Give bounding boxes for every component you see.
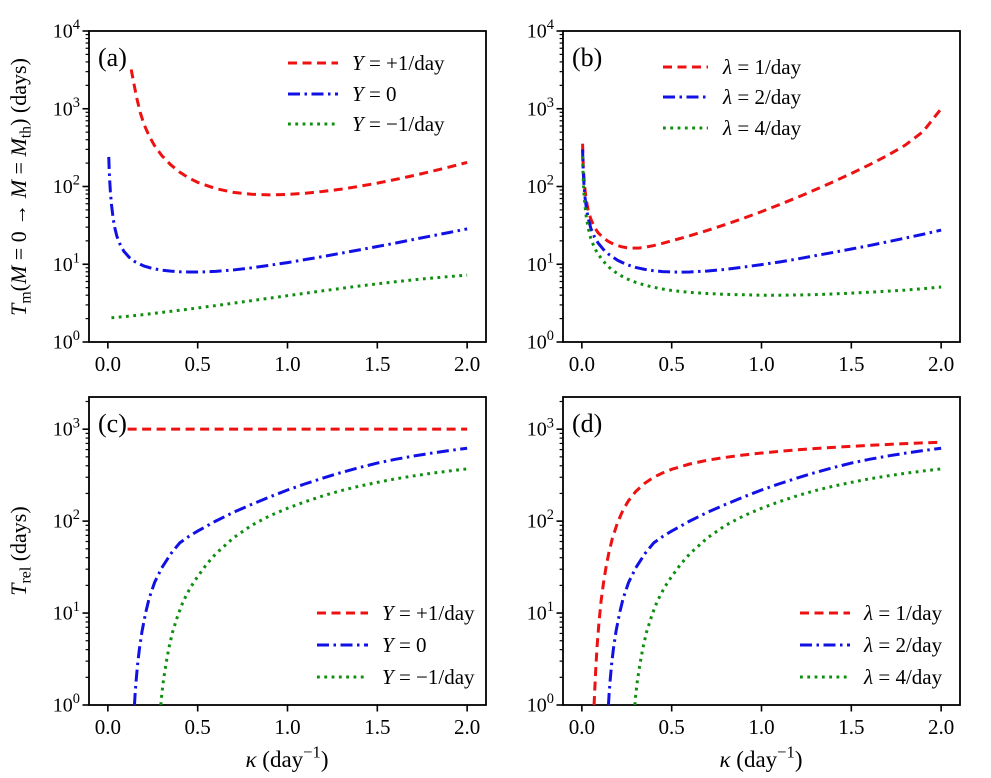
- x-tick-label: 1.5: [838, 352, 864, 376]
- x-tick-label: 0.5: [659, 352, 685, 376]
- legend-label: Y = +1/day: [352, 51, 445, 75]
- curve-a-2: [107, 156, 468, 274]
- x-tick-label: 2.0: [454, 715, 480, 739]
- x-tick-label: 1.0: [748, 715, 774, 739]
- panel-letter-a: (a): [98, 43, 127, 72]
- curve-c-2: [132, 446, 468, 705]
- y-tick-label: 100: [53, 691, 80, 716]
- y-tick-label: 103: [53, 415, 80, 440]
- x-tick-label: 0.5: [185, 715, 211, 739]
- panel-a: 100 101 102 103 104 0.0 0.5 1.0 1.5 2.0 Y = +1/day…: [6, 17, 487, 376]
- x-tick-label: 1.0: [274, 715, 300, 739]
- legend-label: λ = 1/day: [863, 601, 943, 625]
- x-tick-label: 1.5: [838, 715, 864, 739]
- y-tick-label: 104: [53, 17, 80, 42]
- legend-c: Y = +1/day Y = 0 Y = −1/day: [317, 601, 475, 689]
- panel-letter-b: (b): [572, 43, 602, 72]
- y-tick-label: 103: [527, 95, 554, 120]
- legend-label: λ = 2/day: [863, 633, 943, 657]
- legend-b: λ = 1/day λ = 2/day λ = 4/day: [663, 55, 802, 140]
- y-tick-label: 100: [53, 328, 80, 353]
- curve-a-3: [111, 273, 468, 320]
- y-tick-label: 101: [53, 250, 80, 275]
- curve-a-1: [129, 69, 468, 197]
- y-tick-label: 103: [53, 95, 80, 120]
- curve-b-3: [581, 156, 942, 297]
- x-tick-label: 0.0: [569, 715, 595, 739]
- x-tick-label: 2.0: [454, 352, 480, 376]
- legend-label: Y = 0: [352, 82, 397, 106]
- legend-label: λ = 1/day: [722, 55, 802, 79]
- curve-d-1: [592, 440, 942, 705]
- x-tick-label: 1.0: [748, 352, 774, 376]
- legend-label: λ = 4/day: [722, 116, 802, 140]
- y-tick-label: 103: [527, 415, 554, 440]
- y-tick-label: 102: [53, 507, 80, 532]
- legend-a: Y = +1/day Y = 0 Y = −1/day: [288, 51, 445, 136]
- y-tick-label: 101: [527, 250, 554, 275]
- legend-label: Y = −1/day: [352, 112, 445, 136]
- x-tick-label: 0.5: [185, 352, 211, 376]
- curve-b-1: [581, 107, 943, 250]
- x-tick-label: 0.0: [95, 715, 121, 739]
- x-tick-label: 1.0: [274, 352, 300, 376]
- x-tick-label: 1.5: [364, 352, 390, 376]
- x-tick-label: 1.5: [364, 715, 390, 739]
- curve-c-3: [159, 467, 468, 705]
- legend-d: λ = 1/day λ = 2/day λ = 4/day: [800, 601, 943, 689]
- x-axis-label-d: κ (day−1): [720, 742, 803, 772]
- y-tick-label: 101: [53, 599, 80, 624]
- y-tick-label: 100: [527, 691, 554, 716]
- curve-d-2: [606, 446, 942, 705]
- x-tick-label: 2.0: [928, 715, 954, 739]
- legend-label: λ = 2/day: [722, 85, 802, 109]
- legend-label: Y = −1/day: [382, 665, 475, 689]
- panel-letter-c: (c): [98, 409, 127, 438]
- panel-letter-d: (d): [572, 409, 602, 438]
- x-tick-label: 0.0: [569, 352, 595, 376]
- y-tick-label: 102: [527, 507, 554, 532]
- y-tick-label: 102: [53, 173, 80, 198]
- x-tick-label: 2.0: [928, 352, 954, 376]
- x-tick-label: 0.5: [659, 715, 685, 739]
- axes-box-c: [88, 396, 487, 706]
- y-tick-label: 101: [527, 599, 554, 624]
- curve-d-3: [633, 467, 942, 705]
- y-axis-label-a: Tm(M = 0 → M = Mth) (days): [6, 58, 34, 316]
- y-axis-label-c: Trel (days): [6, 506, 34, 595]
- y-tick-label: 104: [527, 17, 554, 42]
- y-tick-label: 100: [527, 328, 554, 353]
- x-tick-label: 0.0: [95, 352, 121, 376]
- legend-label: Y = 0: [382, 633, 427, 657]
- legend-label: Y = +1/day: [382, 601, 475, 625]
- x-axis-label-c: κ (day−1): [246, 742, 329, 772]
- legend-label: λ = 4/day: [863, 665, 943, 689]
- y-tick-label: 102: [527, 173, 554, 198]
